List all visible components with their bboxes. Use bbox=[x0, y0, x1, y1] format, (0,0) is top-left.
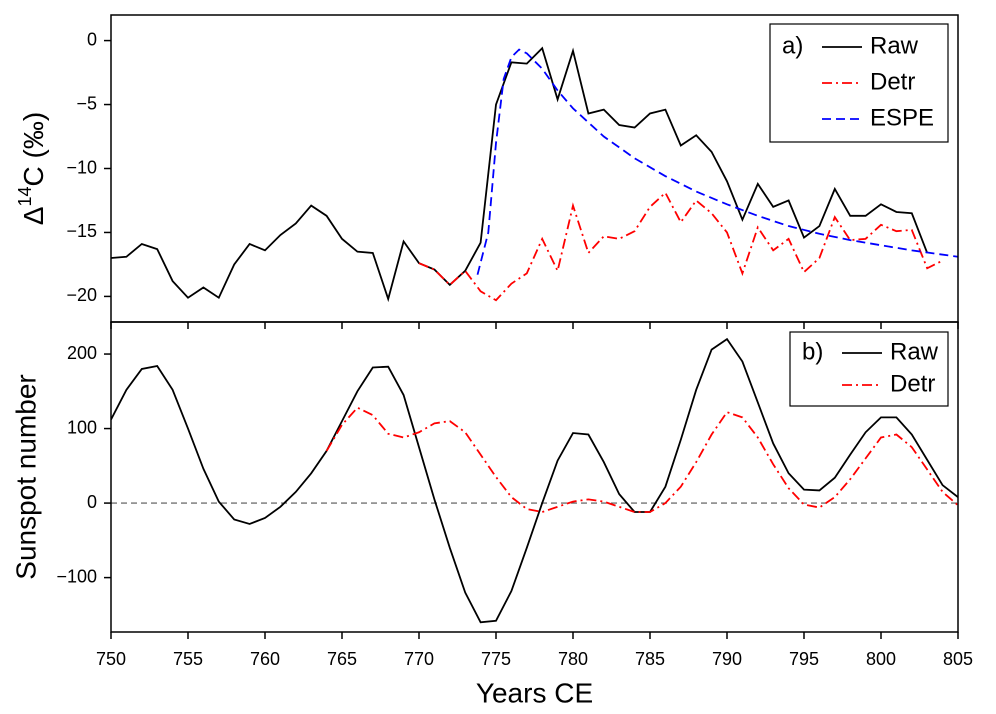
x-tick-label: 750 bbox=[96, 649, 126, 669]
x-tick-label: 800 bbox=[866, 649, 896, 669]
y-tick-label: 200 bbox=[67, 343, 97, 363]
y-tick-label: 0 bbox=[87, 492, 97, 512]
line-series bbox=[325, 406, 958, 513]
x-tick-label: 790 bbox=[712, 649, 742, 669]
legend-box bbox=[789, 331, 949, 407]
y-label-symbol: Δ bbox=[18, 206, 49, 225]
legend-label: Detr bbox=[890, 370, 935, 397]
x-tick-label: 765 bbox=[327, 649, 357, 669]
line-series bbox=[111, 337, 958, 624]
x-tick-label: 785 bbox=[635, 649, 665, 669]
y-tick-label: 0 bbox=[87, 29, 97, 49]
line-series bbox=[476, 48, 958, 275]
legend-label: Detr bbox=[870, 68, 915, 95]
legend-box bbox=[769, 23, 949, 143]
y-label-superscript: 14 bbox=[15, 186, 35, 206]
y-tick-label: −15 bbox=[66, 221, 97, 241]
legend-label: Raw bbox=[870, 32, 919, 59]
x-axis-label: Years CE bbox=[476, 677, 593, 708]
x-tick-label: 805 bbox=[943, 649, 973, 669]
x-tick-label: 760 bbox=[250, 649, 280, 669]
y-label-text: C (‰) bbox=[18, 112, 49, 187]
panel-label: a) bbox=[782, 32, 803, 59]
y-axis-label: Sunspot number bbox=[10, 374, 41, 579]
plot-frame bbox=[110, 321, 959, 633]
y-tick-label: −5 bbox=[76, 93, 97, 113]
x-tick-label: 755 bbox=[173, 649, 203, 669]
line-series bbox=[111, 46, 929, 303]
x-tick-label: 780 bbox=[558, 649, 588, 669]
y-axis-label: Δ14C (‰) bbox=[15, 112, 50, 225]
y-tick-label: −20 bbox=[66, 285, 97, 305]
y-tick-label: 100 bbox=[67, 417, 97, 437]
line-series bbox=[418, 191, 944, 302]
y-tick-label: −10 bbox=[66, 157, 97, 177]
x-tick-label: 795 bbox=[789, 649, 819, 669]
x-tick-label: 770 bbox=[404, 649, 434, 669]
panel-label: b) bbox=[802, 338, 823, 365]
y-tick-label: −100 bbox=[56, 566, 97, 586]
legend-label: Raw bbox=[890, 338, 939, 365]
x-tick-label: 775 bbox=[481, 649, 511, 669]
legend-label: ESPE bbox=[870, 104, 934, 131]
